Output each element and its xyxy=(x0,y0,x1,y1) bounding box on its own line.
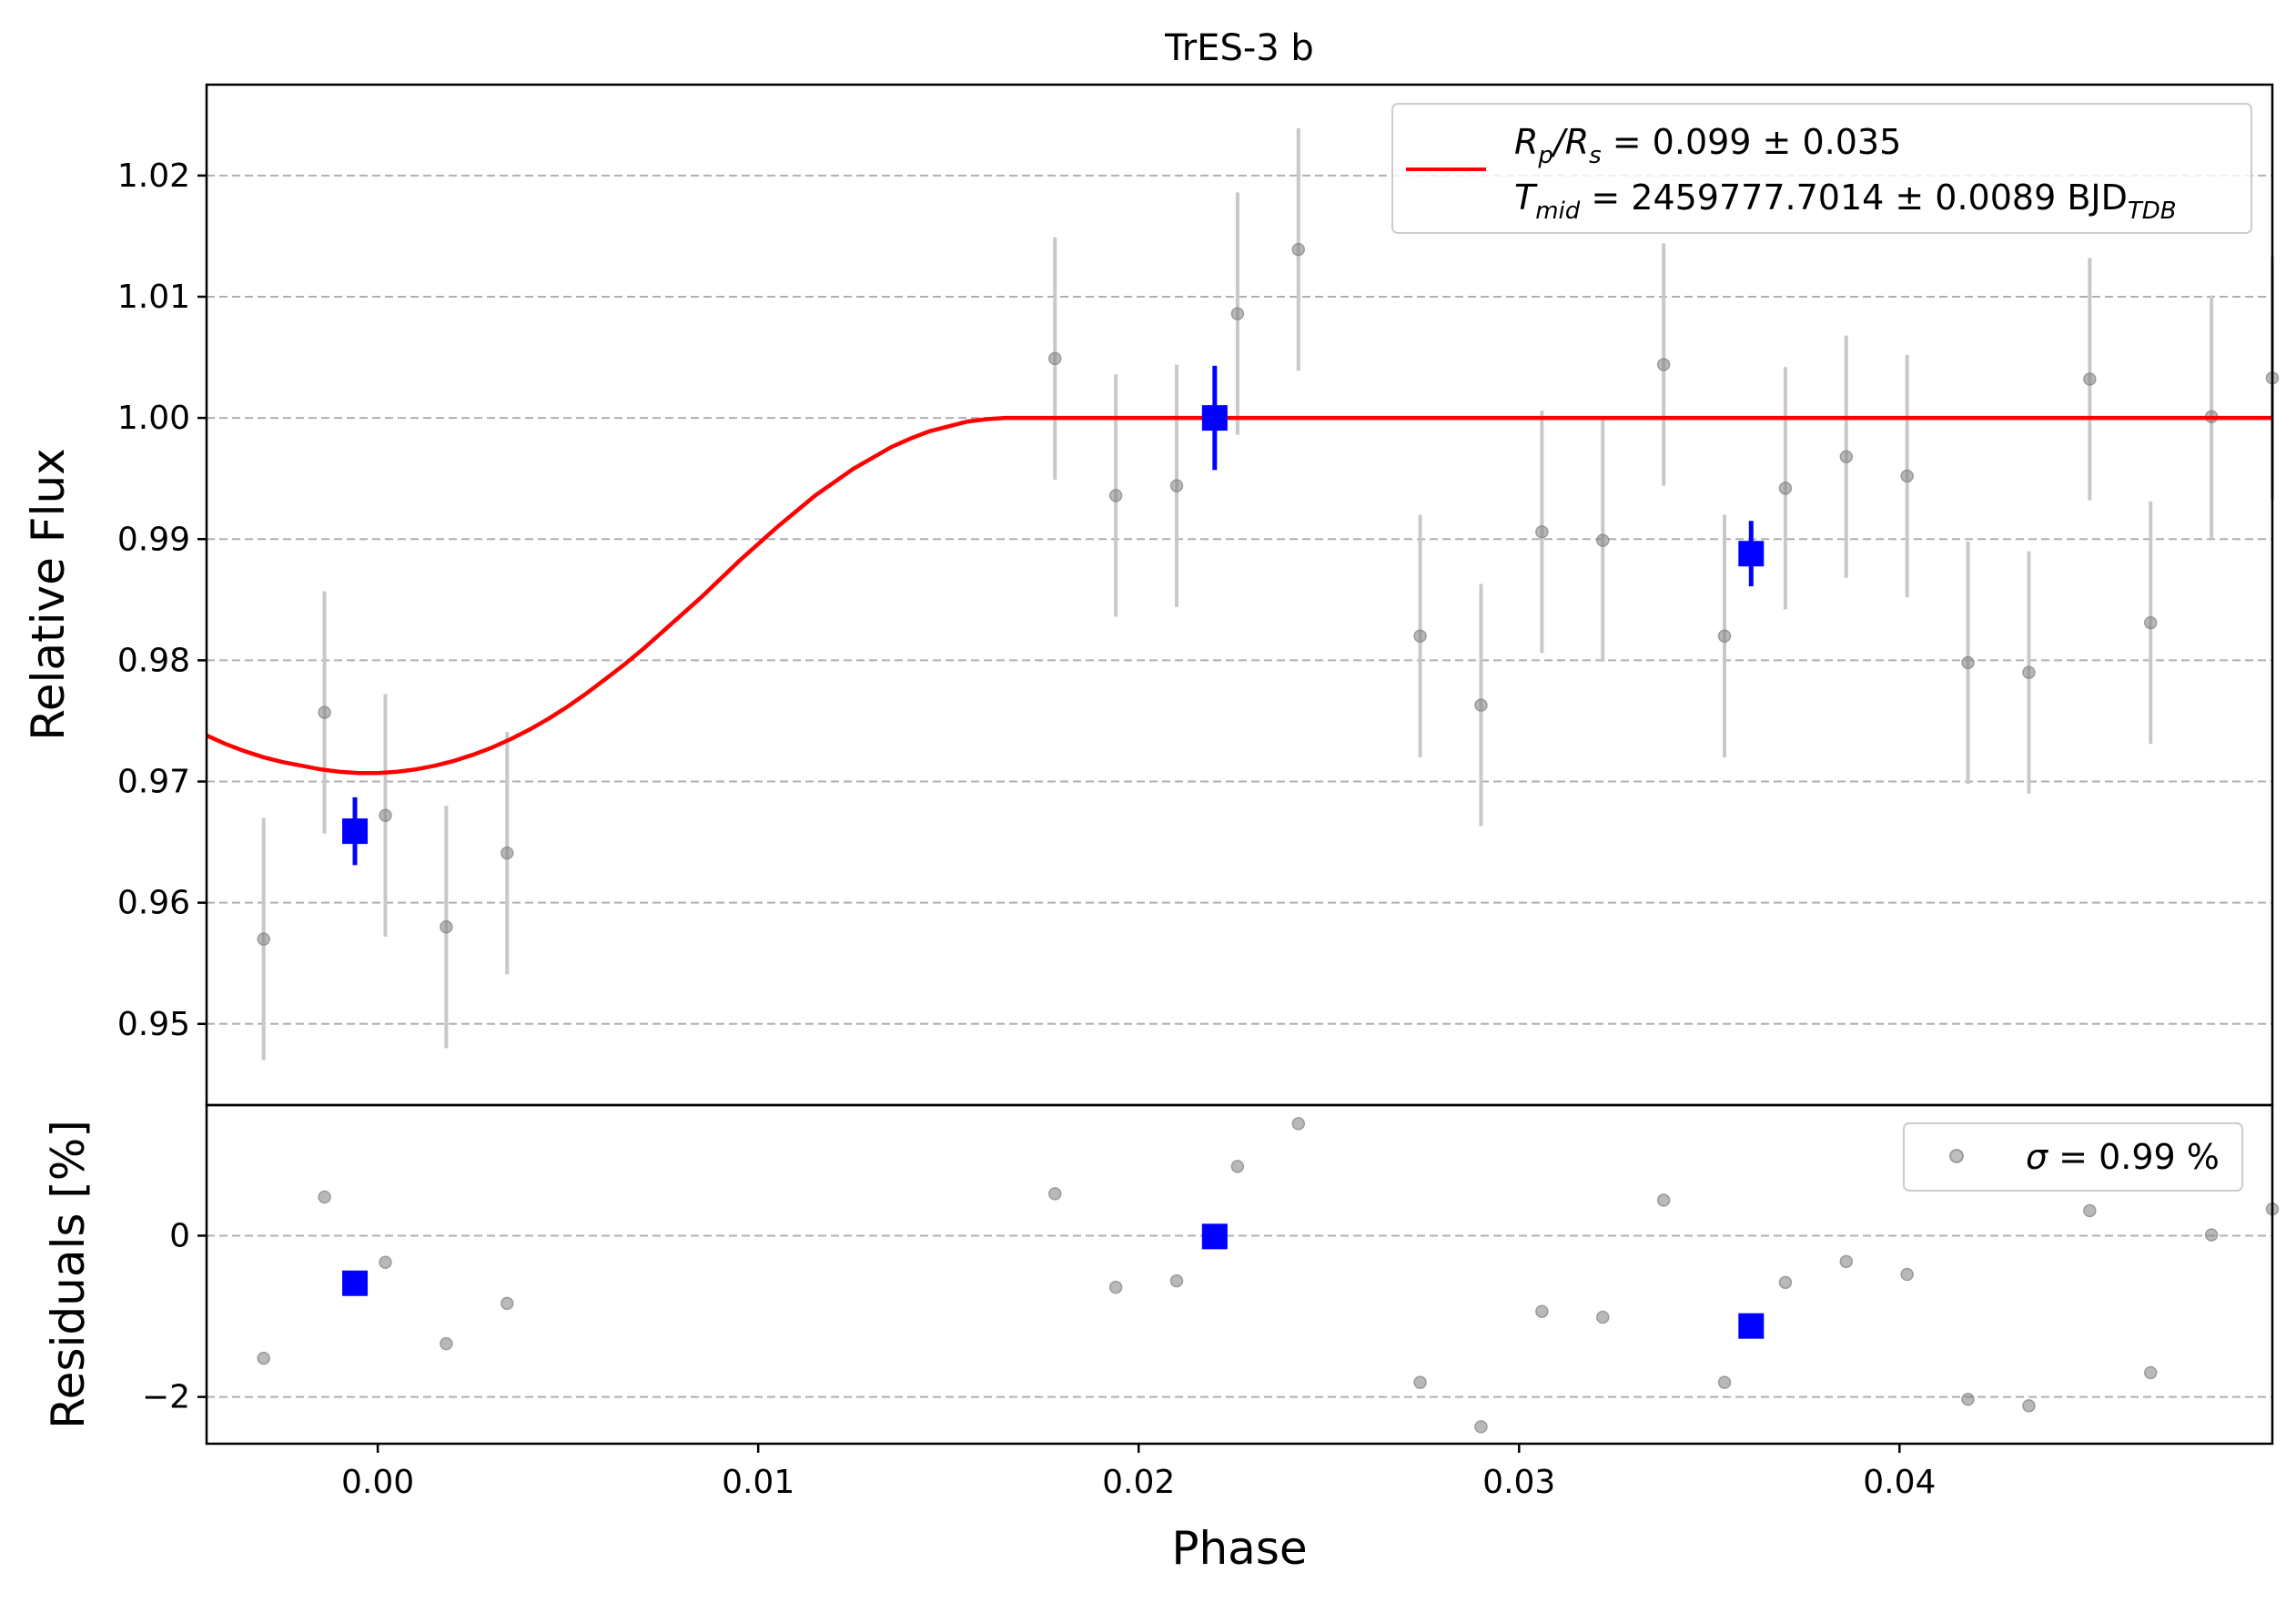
residuals-grid xyxy=(207,1234,2272,1398)
x-tick-label: 0.03 xyxy=(1482,1464,1555,1501)
transit-model-line xyxy=(206,415,2272,776)
x-tick-label: 0.00 xyxy=(341,1464,414,1501)
main-binned-point xyxy=(1738,541,1765,567)
main-raw-point xyxy=(1047,351,1062,366)
residuals-raw-point xyxy=(1595,1310,1610,1324)
x-axis-label: Phase xyxy=(1171,1522,1307,1575)
main-y-tick-label: 0.99 xyxy=(117,521,190,558)
residuals-binned-point xyxy=(342,1270,369,1296)
main-binned-point xyxy=(342,818,369,845)
residuals-raw-point xyxy=(2204,1228,2219,1242)
main-raw-point xyxy=(1291,242,1306,257)
main-raw-point xyxy=(1413,629,1427,644)
residuals-binned-points xyxy=(342,1223,1765,1339)
residuals-raw-point xyxy=(501,1296,514,1311)
residuals-raw-point xyxy=(379,1255,392,1269)
main-raw-point xyxy=(2083,372,2097,386)
legend-tmid-text: Tmid = 2459777.7014 ± 0.0089 BJDTDB xyxy=(1514,178,2177,225)
main-raw-point xyxy=(1717,629,1732,644)
residuals-plot-frame xyxy=(205,1103,2274,1446)
residuals-y-axis-label: Residuals [%] xyxy=(42,1120,95,1429)
x-tick-label: 0.04 xyxy=(1863,1464,1936,1501)
residuals-raw-points xyxy=(257,1117,2280,1434)
main-raw-point xyxy=(1230,307,1245,320)
residuals-raw-point xyxy=(1656,1193,1671,1207)
x-tick-label: 0.02 xyxy=(1102,1464,1175,1501)
main-y-tick-label: 0.98 xyxy=(117,642,190,679)
residuals-legend: σ = 0.99 % xyxy=(1903,1122,2243,1192)
main-raw-point xyxy=(440,920,453,934)
main-raw-point xyxy=(1474,698,1488,712)
main-raw-point xyxy=(1900,469,1914,483)
main-raw-points xyxy=(257,127,2280,1060)
residuals-legend-box xyxy=(1903,1122,2243,1192)
main-model-curve xyxy=(206,415,2272,776)
main-legend-box xyxy=(1391,103,2252,234)
main-y-axis-label: Relative Flux xyxy=(22,448,75,740)
residuals-binned-point xyxy=(1738,1313,1765,1339)
main-y-tick-label: 0.96 xyxy=(117,885,190,922)
residuals-raw-point xyxy=(2083,1203,2097,1218)
main-y-tick-label: 0.95 xyxy=(117,1006,190,1043)
legend-sigma-text: σ = 0.99 % xyxy=(2026,1137,2220,1177)
residuals-raw-point xyxy=(1961,1393,1975,1406)
main-y-tick-label: 1.02 xyxy=(117,157,190,195)
residuals-raw-point xyxy=(1474,1420,1488,1434)
main-raw-point xyxy=(1595,533,1610,547)
residuals-y-tick-label: −2 xyxy=(142,1379,190,1416)
chart-title: TrES-3 b xyxy=(1164,27,1314,69)
x-tick-label: 0.01 xyxy=(722,1464,794,1501)
residuals-raw-point xyxy=(1108,1280,1123,1294)
main-grid xyxy=(207,174,2272,1025)
residuals-raw-point xyxy=(1717,1375,1732,1389)
main-raw-point xyxy=(1108,489,1123,502)
residuals-binned-point xyxy=(1201,1223,1228,1250)
residuals-raw-point xyxy=(257,1351,270,1365)
main-y-ticks: 0.95 0.96 0.97 0.98 0.99 1.00 1.01 1.02 xyxy=(117,157,207,1043)
main-raw-point xyxy=(2143,615,2158,630)
residuals-raw-point xyxy=(1047,1187,1062,1201)
main-raw-point xyxy=(318,705,331,719)
main-raw-point xyxy=(1839,450,1854,463)
main-raw-point xyxy=(1656,358,1671,371)
main-plot-frame xyxy=(205,83,2274,1107)
residuals-raw-point xyxy=(1291,1117,1306,1131)
residuals-raw-point xyxy=(2143,1365,2158,1380)
main-raw-point xyxy=(379,808,392,823)
residuals-y-tick-label: 0 xyxy=(169,1217,190,1254)
legend-radius-ratio-text: Rp/Rs = 0.099 ± 0.035 xyxy=(1514,122,1901,169)
main-binned-point xyxy=(1201,405,1228,431)
main-raw-point xyxy=(501,846,514,860)
residuals-raw-point xyxy=(1535,1304,1549,1318)
residuals-raw-point xyxy=(318,1190,331,1204)
main-y-tick-label: 1.00 xyxy=(117,400,190,437)
main-raw-point xyxy=(1535,525,1549,539)
main-binned-points xyxy=(342,365,1765,866)
residuals-raw-point xyxy=(1839,1254,1854,1269)
legend-residual-marker xyxy=(1949,1149,1964,1163)
main-y-tick-label: 1.01 xyxy=(117,279,190,316)
main-y-tick-label: 0.97 xyxy=(117,764,190,801)
main-raw-point xyxy=(1961,655,1975,670)
main-raw-point xyxy=(257,932,270,946)
residuals-raw-point xyxy=(1169,1273,1184,1288)
residuals-raw-point xyxy=(1413,1375,1427,1389)
residuals-raw-point xyxy=(1778,1275,1793,1290)
residuals-raw-point xyxy=(1900,1267,1914,1282)
residuals-raw-point xyxy=(2022,1399,2036,1413)
residuals-y-ticks: −2 0 xyxy=(142,1217,207,1416)
main-raw-point xyxy=(2022,665,2036,679)
residuals-raw-point xyxy=(440,1336,453,1351)
main-raw-point xyxy=(1169,479,1184,492)
x-ticks: 0.00 0.01 0.02 0.03 0.04 xyxy=(341,1444,1936,1501)
residuals-raw-point xyxy=(1230,1160,1245,1173)
main-raw-point xyxy=(1778,482,1793,495)
main-legend: Rp/Rs = 0.099 ± 0.035 Tmid = 2459777.701… xyxy=(1391,103,2252,234)
